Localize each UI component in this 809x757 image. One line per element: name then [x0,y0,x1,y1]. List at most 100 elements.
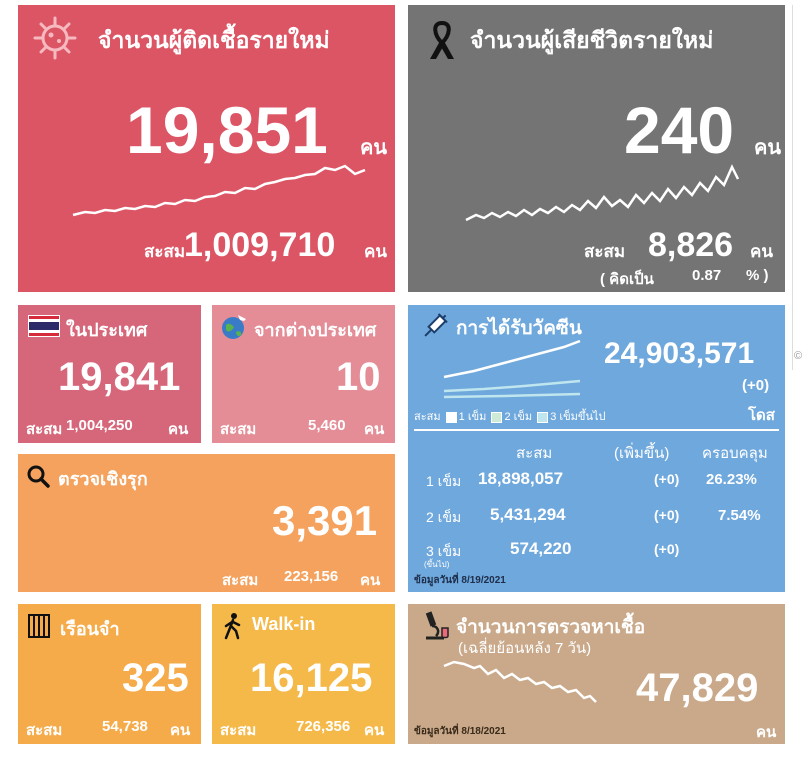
walking-person-icon [224,613,241,640]
new-cases-cumulative-value: 1,009,710 [184,226,336,264]
new-cases-trend-line [72,164,366,217]
imported-title: จากต่างประเทศ [254,320,377,340]
active-search-title: ตรวจเชิงรุก [58,469,148,489]
prison-cumulative-label: สะสม [26,722,63,739]
walkin-value: 16,125 [250,656,373,700]
new-cases-unit: คน [360,137,388,159]
vaccine-dose2-line [443,379,581,393]
death-ratio-close: % ) [746,267,769,284]
new-deaths-unit: คน [754,137,782,159]
prison-cumulative-unit: คน [170,722,191,739]
imported-card: จากต่างประเทศ 10 สะสม 5,460 คน [212,305,395,443]
active-search-cumulative-value: 223,156 [284,568,339,585]
prison-title: เรือนจำ [60,619,120,639]
new-deaths-card: จำนวนผู้เสียชีวิตรายใหม่ 240 คน สะสม 8,8… [408,5,785,292]
magnifier-icon [27,465,50,488]
death-ratio-open: ( คิดเป็น [600,271,654,288]
new-cases-title: จำนวนผู้ติดเชื้อรายใหม่ [98,27,330,53]
dose2-cumulative: 5,431,294 [490,505,566,524]
ribbon-icon [430,20,454,59]
tests-title: จำนวนการตรวจหาเชื้อ [456,617,646,638]
new-deaths-value: 240 [624,93,735,167]
domestic-cumulative-unit: คน [168,421,189,438]
dose1-coverage: 26.23% [706,471,757,488]
active-search-value: 3,391 [272,497,378,544]
vaccine-card: การได้รับวัคซีน 24,903,571 (+0) โดส สะสม… [408,305,785,592]
vaccine-legend-prefix: สะสม [414,411,441,423]
active-search-card: ตรวจเชิงรุก 3,391 สะสม 223,156 คน [18,454,395,592]
tests-value: 47,829 [636,666,759,710]
dose3-increase: (+0) [654,541,680,557]
dose3-cumulative: 574,220 [510,539,572,558]
legend-dose3: 3 เข็มขึ้นไป [550,411,606,423]
new-deaths-cumulative-label: สะสม [584,242,626,261]
dose1-label: 1 เข็ม [426,473,462,489]
domestic-cumulative-label: สะสม [26,421,63,438]
walkin-cumulative-unit: คน [364,722,385,739]
vaccine-legend: สะสม 1 เข็ม 2 เข็ม 3 เข็มขึ้นไป [414,407,605,425]
tests-card: จำนวนการตรวจหาเชื้อ (เฉลี่ยย้อนหลัง 7 วั… [408,604,785,744]
dose1-increase: (+0) [654,471,680,487]
new-deaths-cumulative-unit: คน [750,242,773,261]
walkin-title: Walk-in [252,614,316,634]
globe-plane-icon [222,315,246,339]
vaccine-total: 24,903,571 [604,337,755,370]
imported-cumulative-label: สะสม [220,421,257,438]
domestic-value: 19,841 [58,355,181,399]
vaccine-unit: โดส [748,407,775,424]
dose2-increase: (+0) [654,507,680,523]
legend-dose1: 1 เข็ม [458,411,487,423]
dose3-label: 3 เข็ม [426,543,462,559]
walkin-cumulative-value: 726,356 [296,718,351,735]
tests-trend-line [443,660,597,703]
vaccine-header-cumulative: สะสม [516,445,553,462]
tests-data-date: ข้อมูลวันที่ 8/18/2021 [414,726,506,737]
tests-subtitle: (เฉลี่ยย้อนหลัง 7 วัน) [458,640,592,657]
new-deaths-title: จำนวนผู้เสียชีวิตรายใหม่ [470,27,714,53]
side-divider [792,5,793,370]
dose1-cumulative: 18,898,057 [478,469,564,488]
new-deaths-trend-line [465,164,740,222]
imported-cumulative-unit: คน [364,421,385,438]
prison-cumulative-value: 54,738 [102,718,148,735]
walkin-cumulative-label: สะสม [220,722,257,739]
tests-unit: คน [756,724,777,741]
prison-icon [28,614,50,638]
vaccine-dose3-line [443,392,581,399]
active-search-cumulative-unit: คน [360,572,381,589]
vaccine-trend-chart [443,339,581,399]
vaccine-header-increase: (เพิ่มขึ้น) [614,445,670,462]
vaccine-data-date: ข้อมูลวันที่ 8/19/2021 [414,575,506,586]
virus-icon [33,16,77,60]
vaccine-title: การได้รับวัคซีน [456,318,582,339]
new-deaths-cumulative-value: 8,826 [648,226,734,264]
new-cases-card: จำนวนผู้ติดเชื้อรายใหม่ 19,851 คน สะสม 1… [18,5,395,292]
vaccine-divider [414,429,779,431]
thai-flag-icon [28,315,60,337]
domestic-cumulative-value: 1,004,250 [66,417,133,434]
new-cases-cumulative-unit: คน [364,242,387,261]
legend-dose2: 2 เข็ม [504,411,533,423]
prison-card: เรือนจำ 325 สะสม 54,738 คน [18,604,201,744]
death-ratio-value: 0.87 [692,267,722,284]
vaccine-header-coverage: ครอบคลุม [702,445,768,462]
walkin-card: Walk-in 16,125 สะสม 726,356 คน [212,604,395,744]
side-marker: © [794,350,803,362]
imported-cumulative-value: 5,460 [308,417,346,434]
imported-value: 10 [336,355,381,399]
syringe-icon [424,313,448,337]
microscope-icon [425,611,449,640]
dose3-note: (ขึ้นไป) [424,560,450,569]
legend-swatch-dose2 [491,411,503,423]
vaccine-change: (+0) [742,377,770,394]
vaccine-dose1-line [443,339,581,379]
dose2-label: 2 เข็ม [426,509,462,525]
domestic-card: ในประเทศ 19,841 สะสม 1,004,250 คน [18,305,201,443]
new-cases-value: 19,851 [126,93,328,167]
domestic-title: ในประเทศ [66,320,148,340]
dose2-coverage: 7.54% [718,507,761,524]
prison-value: 325 [122,656,189,700]
legend-swatch-dose3 [537,411,549,423]
new-cases-cumulative-label: สะสม [144,242,186,261]
legend-swatch-dose1 [445,411,457,423]
